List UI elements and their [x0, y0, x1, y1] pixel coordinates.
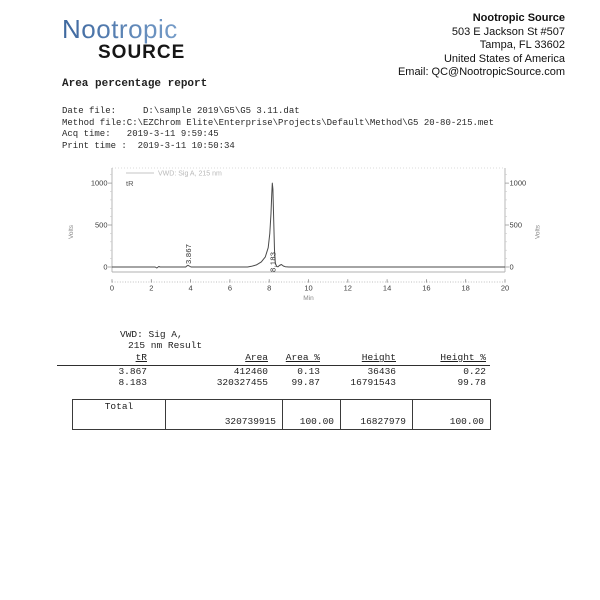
y-tick-label-right: 500: [510, 221, 523, 230]
y-tick-label-left: 0: [103, 263, 107, 272]
cell-tr: 3.867: [118, 365, 147, 377]
x-tick-label: 20: [501, 284, 509, 293]
meta-acq-time: Acq time: 2019-3-11 9:59:45: [62, 129, 219, 139]
peak-retention-label: 3.867: [184, 244, 193, 264]
total-height-pct-cell: 100.00: [412, 400, 490, 429]
header-area-pct: Area %: [285, 352, 320, 363]
results-row-2: 8.183 320327455 99.87 16791543 99.78: [57, 377, 490, 389]
total-area-cell: 320739915: [165, 400, 282, 429]
x-tick-label: 4: [189, 284, 193, 293]
y-axis-title-left: Volts: [68, 224, 75, 239]
y-tick-label-right: 1000: [510, 179, 527, 188]
signal-trace: [112, 182, 505, 269]
meta-method-file: Method file:C:\EZChrom Elite\Enterprise\…: [62, 117, 495, 128]
y-tick-label-left: 1000: [91, 179, 108, 188]
results-table: tR Area Area % Height Height % 3.867 412…: [57, 352, 490, 389]
header-tr: tR: [135, 352, 147, 363]
totals-table: Total 320739915 100.00 16827979 100.00: [72, 399, 491, 430]
total-height-cell: 16827979: [340, 400, 412, 429]
logo-wordmark-nootropic: Nootropic: [62, 14, 185, 45]
chromatogram-chart: VWD: Sig A, 215 nm tR Volts Volts Min 0 0…: [68, 167, 542, 302]
cell-height-pct: 99.78: [457, 377, 486, 388]
result-signal-line2: 215 nm Result: [128, 340, 203, 351]
company-address-line-1: 503 E Jackson St #507: [451, 25, 565, 38]
meta-date-file: Date file: D:\sample 2019\G5\G5 3.11.dat: [62, 106, 300, 116]
header-height-pct: Height %: [440, 352, 486, 363]
x-tick-label: 6: [228, 284, 232, 293]
company-name: Nootropic Source: [472, 12, 565, 24]
x-tick-label: 2: [149, 284, 153, 293]
header-height: Height: [361, 352, 396, 363]
cell-height: 36436: [367, 365, 396, 377]
legend-label: VWD: Sig A, 215 nm: [158, 171, 222, 178]
x-axis-title: Min: [303, 295, 314, 302]
y-axis-title-right: Volts: [535, 224, 542, 239]
header-area: Area: [245, 352, 268, 363]
cell-area-pct: 0.13: [297, 365, 320, 377]
y-tick-label-right: 0: [510, 263, 514, 272]
cell-area: 412460: [233, 365, 268, 377]
x-tick-label: 14: [383, 284, 391, 293]
cell-area: 320327455: [216, 377, 268, 388]
company-logo: Nootropic SOURCE: [62, 14, 185, 64]
x-tick-label: 0: [110, 284, 114, 293]
y-tick-label-left: 500: [95, 221, 108, 230]
result-signal-line1: VWD: Sig A,: [120, 329, 183, 340]
total-label-cell: Total: [104, 401, 134, 412]
cell-tr: 8.183: [118, 377, 147, 388]
company-address-line-2: Tampa, FL 33602: [479, 39, 565, 51]
report-title: Area percentage report: [62, 78, 208, 90]
tr-axis-label: tR: [126, 179, 134, 188]
company-address-line-3: United States of America: [443, 52, 565, 65]
x-tick-label: 8: [267, 284, 271, 293]
cell-area-pct: 99.87: [291, 377, 320, 388]
x-tick-label: 16: [422, 284, 430, 293]
company-email: Email: QC@NootropicSource.com: [397, 66, 565, 78]
x-tick-label: 10: [304, 284, 312, 293]
company-address-block: Nootropic Source 503 E Jackson St #507 T…: [398, 12, 565, 80]
total-area-pct-cell: 100.00: [282, 400, 340, 429]
peak-retention-label: 8.183: [269, 252, 278, 272]
results-header-row: tR Area Area % Height Height %: [57, 352, 490, 366]
x-tick-label: 18: [462, 284, 470, 293]
file-metadata-block: Date file: D:\sample 2019\G5\G5 3.11.dat…: [62, 106, 494, 152]
logo-wordmark-source: SOURCE: [98, 42, 186, 63]
cell-height-pct: 0.22: [463, 365, 486, 377]
results-row-1: 3.867 412460 0.13 36436 0.22: [57, 366, 490, 378]
meta-print-time: Print time : 2019-3-11 10:50:34: [62, 140, 235, 151]
x-tick-label: 12: [344, 284, 352, 293]
cell-height: 16791543: [350, 377, 396, 388]
